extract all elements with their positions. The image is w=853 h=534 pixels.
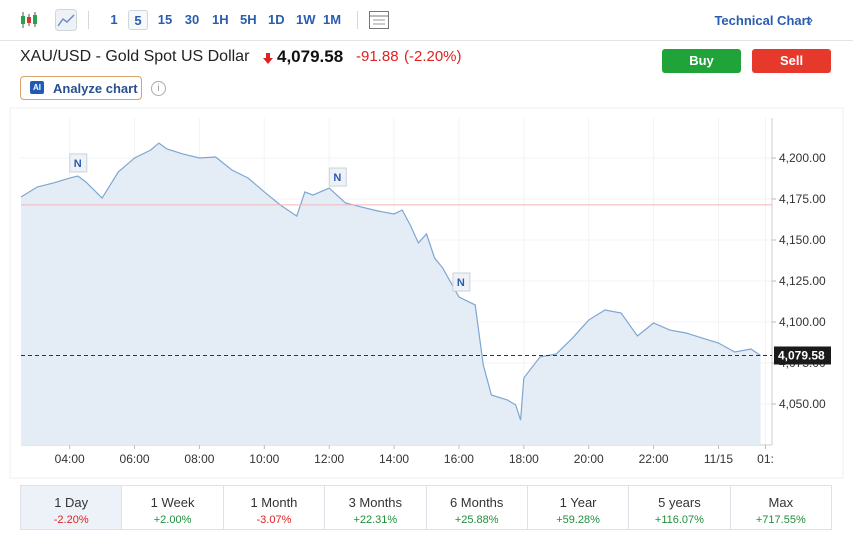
interval-button[interactable]: 1W bbox=[296, 12, 316, 27]
indicator-icon[interactable] bbox=[368, 9, 390, 31]
period-change: +59.28% bbox=[556, 514, 600, 526]
period-label: Max bbox=[768, 495, 794, 510]
period-change: +116.07% bbox=[654, 514, 704, 526]
x-tick-label: 06:00 bbox=[120, 452, 150, 466]
x-tick-label: 10:00 bbox=[249, 452, 279, 466]
period-tab[interactable]: 1 Day -2.20% bbox=[21, 486, 123, 529]
period-label: 1 Day bbox=[54, 495, 89, 510]
price-change-percent: (-2.20%) bbox=[404, 48, 462, 65]
last-price: 4,079.58 bbox=[277, 47, 344, 66]
news-marker-label: N bbox=[333, 172, 341, 184]
period-change: +22.31% bbox=[353, 514, 398, 526]
buy-button[interactable]: Buy bbox=[662, 49, 741, 73]
news-marker-box bbox=[452, 272, 471, 292]
chart-frame bbox=[9, 107, 844, 479]
candle-icon[interactable] bbox=[18, 9, 40, 31]
area-fill bbox=[21, 143, 761, 445]
interval-button[interactable]: 15 bbox=[157, 12, 173, 27]
news-marker[interactable]: N bbox=[452, 272, 471, 292]
period-change: +25.88% bbox=[454, 514, 499, 526]
period-label: 1 Month bbox=[250, 495, 298, 510]
analyze-label: Analyze chart bbox=[53, 81, 138, 96]
interval-button[interactable]: 5H bbox=[240, 12, 257, 27]
period-tab[interactable]: Max +717.55% bbox=[731, 486, 831, 529]
chart: 4,050.004,075.004,100.004,125.004,150.00… bbox=[9, 107, 844, 479]
period-change: -3.07% bbox=[256, 514, 292, 526]
period-change: -2.20% bbox=[53, 514, 89, 526]
news-marker-box bbox=[328, 167, 347, 187]
toolbar: 1 5 15 30 1H 5H 1D 1W 1M Technical Chart » bbox=[0, 0, 853, 41]
separator bbox=[88, 11, 89, 29]
news-marker-label: N bbox=[457, 277, 465, 289]
x-tick-label: 16:00 bbox=[444, 452, 474, 466]
y-tick-label: 4,125.00 bbox=[779, 274, 826, 288]
news-marker[interactable]: N bbox=[69, 153, 88, 173]
price-line bbox=[20, 142, 761, 421]
x-tick-label: 18:00 bbox=[509, 452, 539, 466]
x-tick-label: 20:00 bbox=[574, 452, 604, 466]
period-label: 6 Months bbox=[449, 495, 504, 510]
x-tick-label: 11/15 bbox=[704, 452, 733, 466]
period-label: 5 years bbox=[658, 495, 701, 510]
y-tick-label: 4,150.00 bbox=[779, 233, 826, 247]
interval-button[interactable]: 1H bbox=[212, 12, 229, 27]
area-icon[interactable] bbox=[55, 9, 77, 31]
technical-chart-arrow[interactable]: » bbox=[805, 12, 813, 27]
x-tick-label: 12:00 bbox=[314, 452, 344, 466]
period-change: +717.55% bbox=[755, 514, 806, 526]
news-marker[interactable]: N bbox=[328, 167, 347, 187]
period-change: +2.00% bbox=[153, 514, 192, 526]
period-tabs: 1 Day -2.20% 1 Week +2.00% 1 Month -3.07% 3 Mo… bbox=[20, 485, 832, 530]
y-tick-label: 4,100.00 bbox=[779, 315, 826, 329]
x-tick-label: 04:00 bbox=[55, 452, 85, 466]
last-price-box bbox=[774, 346, 831, 365]
separator bbox=[357, 11, 358, 29]
x-tick-label: 22:00 bbox=[639, 452, 669, 466]
y-tick-label: 4,050.00 bbox=[779, 397, 826, 411]
period-tab[interactable]: 1 Year +59.28% bbox=[528, 486, 630, 529]
period-label: 1 Year bbox=[559, 495, 597, 510]
technical-chart-link[interactable]: Technical Chart bbox=[714, 13, 811, 28]
interval-button[interactable]: 5 bbox=[128, 10, 148, 30]
interval-button[interactable]: 1M bbox=[323, 12, 342, 27]
interval-button[interactable]: 1D bbox=[268, 12, 285, 27]
period-label: 3 Months bbox=[348, 495, 403, 510]
period-tab[interactable]: 1 Month -3.07% bbox=[224, 486, 326, 529]
news-marker-label: N bbox=[74, 158, 82, 170]
period-tab[interactable]: 3 Months +22.31% bbox=[325, 486, 427, 529]
instrument-title: XAU/USD - Gold Spot US Dollar bbox=[20, 48, 250, 65]
info-icon[interactable]: i bbox=[151, 81, 166, 96]
period-tab[interactable]: 6 Months +25.88% bbox=[427, 486, 528, 529]
last-price-label: 4,079.58 bbox=[778, 348, 825, 362]
x-tick-label: 14:00 bbox=[379, 452, 409, 466]
news-marker-box bbox=[69, 153, 88, 173]
x-tick-label: 01: bbox=[757, 452, 774, 466]
ai-badge: AI bbox=[30, 81, 44, 94]
period-tab[interactable]: 5 years +116.07% bbox=[629, 486, 731, 529]
period-label: 1 Week bbox=[150, 495, 195, 510]
y-tick-label: 4,175.00 bbox=[779, 192, 826, 206]
interval-button[interactable]: 1 bbox=[110, 12, 118, 27]
period-tab[interactable]: 1 Week +2.00% bbox=[122, 486, 224, 529]
analyze-button[interactable]: AI Analyze chart bbox=[20, 76, 142, 100]
price-change: -91.88 bbox=[356, 48, 399, 65]
x-tick-label: 08:00 bbox=[184, 452, 214, 466]
interval-button[interactable]: 30 bbox=[184, 12, 200, 27]
down-arrow bbox=[263, 53, 273, 64]
y-tick-label: 4,200.00 bbox=[779, 151, 826, 165]
sell-button[interactable]: Sell bbox=[752, 49, 831, 73]
